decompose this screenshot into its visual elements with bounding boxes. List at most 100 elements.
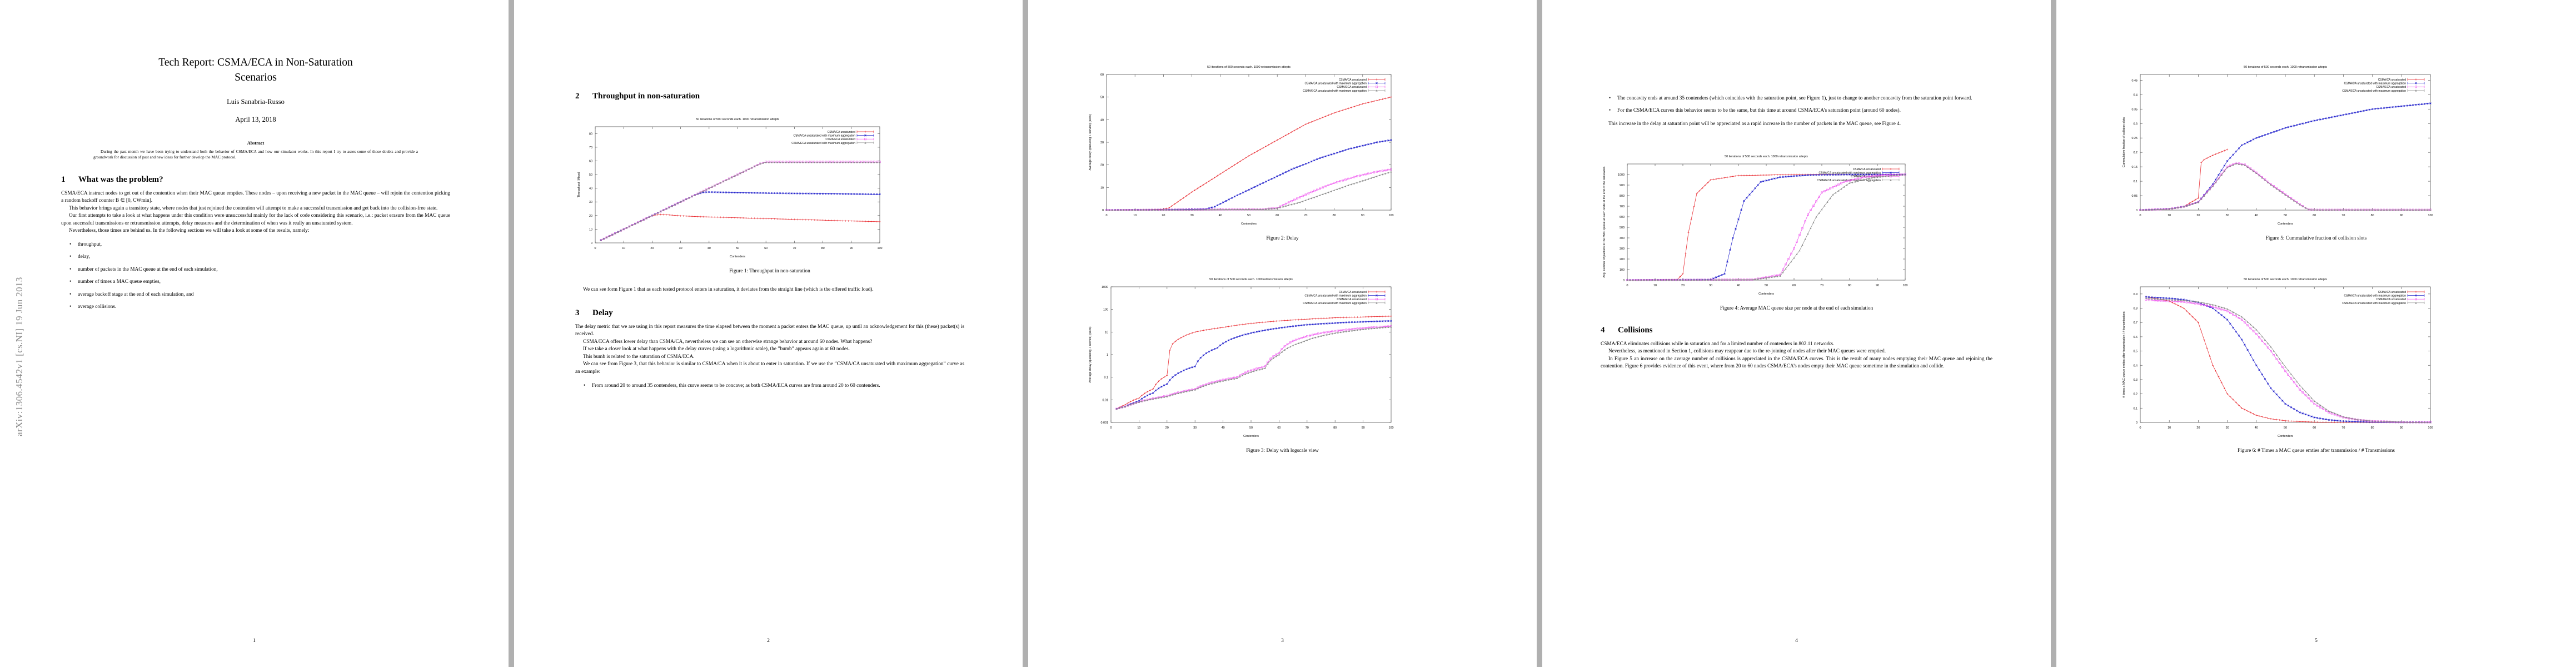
svg-text:800: 800 [1620,195,1625,198]
svg-text:10: 10 [589,228,592,231]
svg-text:70: 70 [2341,426,2345,430]
svg-text:CSMA/CA unsaturated: CSMA/CA unsaturated [2378,291,2406,294]
figure-3-caption: Figure 3: Delay with logscale view [1246,448,1319,454]
svg-text:50 iterations of 500 seconds e: 50 iterations of 500 seconds each. 1000 … [696,118,779,121]
svg-text:60: 60 [1275,214,1279,217]
svg-text:Contenders: Contenders [2278,435,2293,438]
section-4-heading: 4 Collisions [1601,325,1653,335]
list-item: The concavity ends at around 35 contende… [1601,94,1992,102]
svg-text:0.9: 0.9 [2134,293,2138,296]
svg-text:50: 50 [2284,426,2287,430]
section-1-heading: 1 What was the problem? [61,175,163,184]
svg-text:Average delay (queueing + serv: Average delay (queueing + service) (secs… [1089,114,1092,170]
page-number: 5 [2315,638,2318,644]
date: April 13, 2018 [235,115,276,123]
svg-text:30: 30 [1190,214,1194,217]
svg-text:CSMA/ECA unsaturated with maxi: CSMA/ECA unsaturated with maximum aggreg… [2342,89,2406,93]
svg-text:20: 20 [2196,426,2200,430]
svg-text:40: 40 [2255,426,2258,430]
s1-p2: This behavior brings again a transitory … [69,205,438,211]
svg-text:50 iterations of 500 seconds e: 50 iterations of 500 seconds each. 1000 … [1209,278,1293,281]
title-line-1: Tech Report: CSMA/ECA in Non-Saturation [158,57,353,68]
abstract-text: During the past month we have been tryin… [93,148,418,160]
svg-text:40: 40 [1219,214,1222,217]
figure-5-caption: Figure 5: Cummulative fraction of collis… [2265,236,2367,241]
svg-text:80: 80 [1333,214,1336,217]
svg-text:60: 60 [2313,426,2316,430]
svg-text:30: 30 [589,201,592,204]
section-3-body-cont: This increase in the delay at saturation… [1601,121,1992,128]
s2-p1: We can see form Figure 1 that as each te… [583,287,874,292]
svg-text:10: 10 [2168,426,2171,430]
s1-p3: Our first attempts to take a look at wha… [61,213,450,226]
svg-text:CSMA/ECA unsaturated with maxi: CSMA/ECA unsaturated with maximum aggreg… [791,142,855,145]
author: Luis Sanabria-Russo [227,97,285,106]
svg-text:90: 90 [1876,284,1879,287]
svg-text:60: 60 [1792,284,1796,287]
svg-text:CSMA/CA unsaturated: CSMA/CA unsaturated [1339,78,1367,82]
svg-text:CSMA/CA unsaturated: CSMA/CA unsaturated [2378,78,2406,82]
svg-text:0: 0 [1102,209,1104,212]
svg-text:CSMA/ECA unsaturated: CSMA/ECA unsaturated [2376,86,2406,89]
section-1-number: 1 [61,175,66,184]
figure-4-caption: Figure 4: Average MAC queue size per nod… [1720,305,1874,311]
svg-text:80: 80 [1333,426,1337,430]
svg-text:0.7: 0.7 [2134,321,2138,325]
svg-text:CSMA/CA unsaturated with maxim: CSMA/CA unsaturated with maximum aggrega… [1305,82,1367,86]
svg-text:80: 80 [821,247,825,250]
svg-text:40: 40 [589,187,592,191]
svg-text:90: 90 [1361,214,1364,217]
section-1-body: CSMA/ECA instruct nodes to get out of th… [61,190,450,235]
svg-text:100: 100 [2428,426,2433,430]
svg-text:10: 10 [1105,331,1108,334]
section-3-body: The delay metric that we are using in th… [575,323,964,376]
svg-text:20: 20 [1681,284,1685,287]
s4-p1: CSMA/ECA eliminates collisions while in … [1601,341,1835,347]
figure-3-chart: 50 iterations of 500 seconds each. 1000 … [1087,273,1478,440]
svg-text:20: 20 [2196,214,2200,217]
page-4: The concavity ends at around 35 contende… [1542,0,2051,667]
svg-text:CSMA/ECA unsaturated with maxi: CSMA/ECA unsaturated with maximum aggreg… [2342,302,2406,305]
svg-text:Average delay (queueing + serv: Average delay (queueing + service) (secs… [1089,326,1092,382]
svg-text:0.6: 0.6 [2134,336,2138,339]
svg-text:0.4: 0.4 [2134,364,2138,367]
list-item: For the CSMA/ECA curves this behavior se… [1601,107,1992,115]
s1-p1: CSMA/ECA instruct nodes to get out of th… [61,190,450,204]
svg-text:0.45: 0.45 [2132,79,2138,82]
svg-text:CSMA/ECA unsaturated: CSMA/ECA unsaturated [1337,86,1367,89]
list-item: From around 20 to around 35 contenders, … [575,381,964,390]
svg-text:0.25: 0.25 [2132,137,2138,140]
page-number: 4 [1795,638,1798,644]
svg-text:10: 10 [1137,426,1140,430]
svg-text:60: 60 [764,247,768,250]
svg-text:Throughput (Mbps): Throughput (Mbps) [577,172,581,197]
page-1: arXiv:1306.4542v1 [cs.NI] 19 Jun 2013 Te… [0,0,509,667]
svg-text:60: 60 [1100,73,1104,77]
section-3-bullets-a: From around 20 to around 35 contenders, … [575,381,964,390]
svg-text:90: 90 [2400,426,2403,430]
figure-2-chart: 50 iterations of 500 seconds each. 1000 … [1087,61,1478,228]
svg-text:0: 0 [595,247,596,250]
svg-text:Cummulative fraction of collis: Cummulative fraction of collision slots [2122,117,2126,167]
section-3-bullets-b: The concavity ends at around 35 contende… [1601,94,1992,115]
svg-text:50: 50 [736,247,739,250]
s4-p3: In Figure 5 an increase on the average n… [1601,356,1992,370]
section-3-number: 3 [575,308,580,317]
svg-text:0.2: 0.2 [2134,393,2138,396]
svg-text:50 iterations of 500 seconds e: 50 iterations of 500 seconds each. 1000 … [1725,155,1808,158]
svg-text:20: 20 [650,247,654,250]
svg-text:50 iterations of 500 seconds e: 50 iterations of 500 seconds each. 1000 … [2244,66,2327,69]
svg-text:Contenders: Contenders [1243,435,1259,438]
s3-p2: CSMA/ECA offers lower delay than CSMA/CA… [583,339,873,345]
svg-text:Contenders: Contenders [2278,222,2293,226]
svg-text:20: 20 [1100,164,1104,167]
page-title: Tech Report: CSMA/ECA in Non-Saturation … [61,56,450,86]
svg-text:0: 0 [2136,209,2137,212]
s3-p1: The delay metric that we are using in th… [575,323,964,337]
svg-text:Contenders: Contenders [1758,292,1774,296]
svg-text:90: 90 [2400,214,2403,217]
svg-text:0: 0 [1627,284,1628,287]
svg-text:0: 0 [1623,279,1625,282]
figure-1-caption: Figure 1: Throughput in non-saturation [729,268,810,274]
